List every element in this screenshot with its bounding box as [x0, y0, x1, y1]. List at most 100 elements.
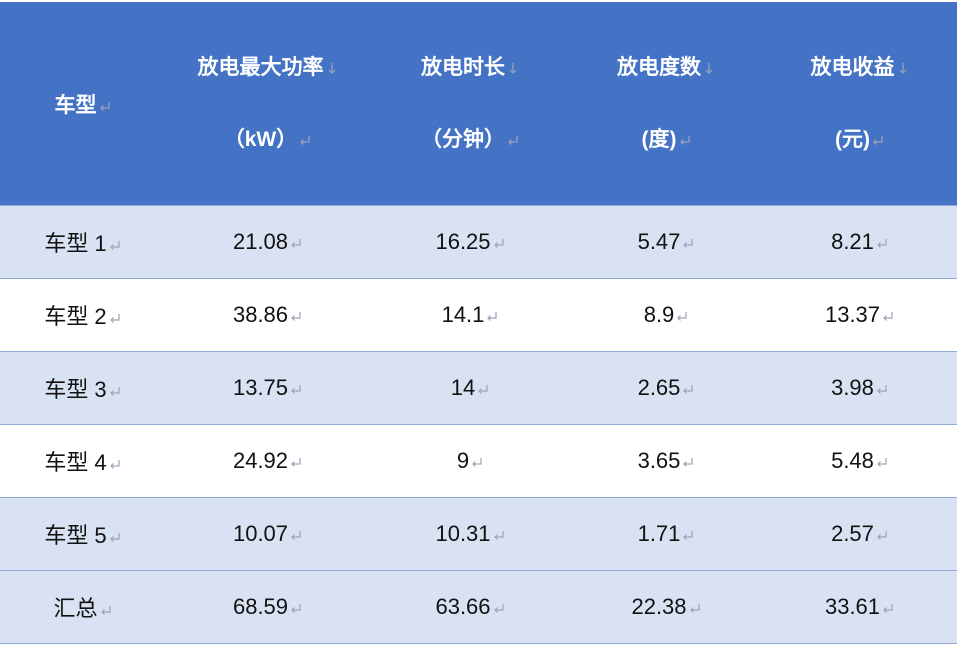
header-cell: 放电收益 (元) [762, 2, 957, 206]
cell-text: 13.37 [824, 302, 881, 327]
cell-text: 1.71 [637, 521, 681, 546]
table-cell: 8.9 [570, 278, 762, 352]
cell-text: 5.47 [637, 229, 681, 254]
format-mark [291, 385, 301, 395]
format-mark [493, 239, 504, 249]
header-line: 车型 [55, 94, 111, 117]
table-cell: 10.07 [165, 497, 370, 571]
format-mark [883, 312, 893, 322]
format-mark [300, 135, 310, 145]
table-row: 车型 5 10.07 10.31 1.71 2.57 [0, 497, 957, 571]
cell-text: 8.9 [643, 302, 675, 327]
format-mark [109, 387, 120, 397]
table-cell: 13.75 [165, 351, 370, 425]
table-cell: 汇总 [0, 570, 165, 644]
table-row: 车型 3 13.75 14 2.65 3.98 [0, 351, 957, 425]
header-text: 放电收益 [810, 55, 895, 79]
cell-text: 车型 5 [44, 523, 107, 548]
format-mark [478, 385, 488, 395]
header-text: 放电最大功率 [197, 55, 324, 79]
format-mark [487, 312, 498, 322]
format-mark [683, 385, 694, 395]
table-cell: 22.38 [570, 570, 762, 644]
table-cell: 车型 2 [0, 278, 165, 352]
table-cell: 16.25 [370, 205, 570, 279]
format-mark [877, 239, 887, 249]
cell-text: 2.57 [831, 521, 874, 546]
table-cell: 车型 5 [0, 497, 165, 571]
format-mark [877, 531, 887, 541]
format-mark [291, 604, 301, 614]
header-text: （kW） [223, 127, 298, 151]
table-row: 车型 2 38.86 14.1 8.9 13.37 [0, 278, 957, 352]
header-text: 放电时长 [421, 55, 505, 79]
format-mark [328, 62, 335, 74]
table-cell: 1.71 [570, 497, 762, 571]
format-mark [99, 101, 110, 111]
format-mark [109, 314, 120, 324]
format-mark [472, 458, 482, 468]
format-mark [291, 312, 301, 322]
format-mark [679, 135, 690, 145]
table-cell: 3.98 [762, 351, 957, 425]
format-mark [899, 62, 906, 74]
header-cell: 放电度数 (度) [570, 2, 762, 206]
header-text: 车型 [54, 93, 97, 117]
cell-text: 车型 1 [44, 231, 107, 256]
table-cell: 10.31 [370, 497, 570, 571]
format-mark [883, 604, 893, 614]
cell-text: 8.21 [831, 229, 874, 254]
format-mark [109, 533, 120, 543]
header-line: 放电收益 [762, 32, 957, 104]
table-cell: 9 [370, 424, 570, 498]
header-line: （kW） [165, 104, 370, 176]
cell-text: 14.1 [441, 302, 485, 327]
format-mark [705, 62, 713, 74]
header-text: (度) [641, 127, 677, 151]
format-mark [109, 460, 120, 470]
table-cell: 21.08 [165, 205, 370, 279]
table-cell: 14 [370, 351, 570, 425]
table-cell: 33.61 [762, 570, 957, 644]
format-mark [100, 606, 111, 616]
header-text: (元) [835, 127, 870, 151]
format-mark [493, 604, 504, 614]
cell-text: 10.07 [232, 521, 289, 546]
format-mark [877, 458, 887, 468]
format-mark [493, 531, 504, 541]
table-cell: 8.21 [762, 205, 957, 279]
table-cell: 38.86 [165, 278, 370, 352]
format-mark [877, 385, 887, 395]
table-cell: 车型 4 [0, 424, 165, 498]
format-mark [291, 239, 301, 249]
cell-text: 3.65 [637, 448, 681, 473]
header-line: 放电最大功率 [165, 32, 370, 104]
header-text: 放电度数 [617, 55, 701, 79]
cell-text: 3.98 [831, 375, 874, 400]
header-line: （分钟） [370, 104, 570, 176]
table-row: 车型 4 24.92 9 3.65 5.48 [0, 424, 957, 498]
format-mark [683, 531, 694, 541]
cell-text: 63.66 [435, 594, 491, 619]
format-mark [509, 62, 517, 74]
table-row: 车型 1 21.08 16.25 5.47 8.21 [0, 205, 957, 279]
table-cell: 24.92 [165, 424, 370, 498]
header-line: (度) [570, 104, 762, 176]
cell-text: 38.86 [232, 302, 289, 327]
format-mark [683, 239, 694, 249]
cell-text: 9 [456, 448, 470, 473]
table-body: 车型 1 21.08 16.25 5.47 8.21 车型 2 38.86 14.1 8.9 13… [0, 205, 957, 644]
format-mark [683, 458, 694, 468]
format-mark [873, 135, 883, 145]
cell-text: 2.65 [637, 375, 681, 400]
cell-text: 5.48 [831, 448, 874, 473]
header-line: 放电时长 [370, 32, 570, 104]
cell-text: 21.08 [232, 229, 289, 254]
table-cell: 2.65 [570, 351, 762, 425]
table-cell: 68.59 [165, 570, 370, 644]
table-cell: 车型 3 [0, 351, 165, 425]
cell-text: 车型 3 [44, 377, 107, 402]
table-cell: 5.48 [762, 424, 957, 498]
table-cell: 63.66 [370, 570, 570, 644]
